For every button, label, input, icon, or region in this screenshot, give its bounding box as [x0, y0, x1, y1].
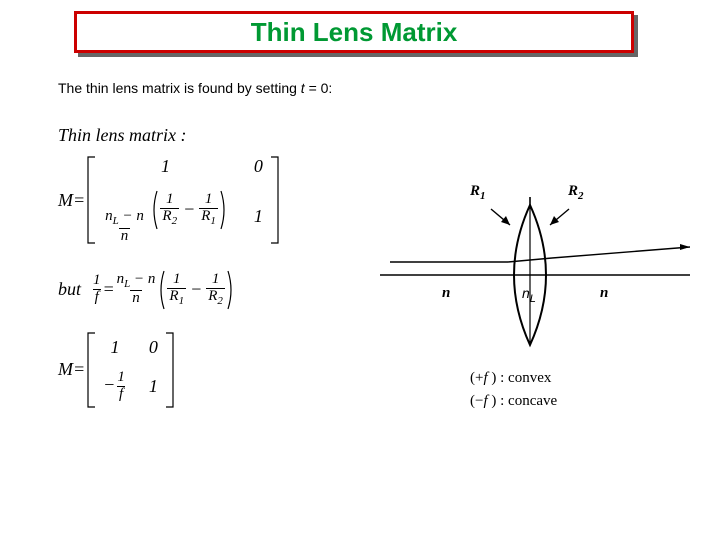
- n-left-label: n: [442, 285, 450, 302]
- eq3-matrix: 1 0 − 1 f 1: [85, 331, 176, 409]
- legend-convex: (+f ) : convex: [470, 370, 557, 387]
- eq1-m21: nL − n n 1 R2 − 1: [103, 189, 228, 245]
- eq1-m22: 1: [254, 206, 263, 227]
- eq3-m21: − 1 f: [103, 370, 127, 403]
- title-box: Thin Lens Matrix: [74, 11, 634, 53]
- eq1-lhs: M: [58, 190, 73, 211]
- eq1-matrix: 1 0 nL − n n 1 R2 −: [85, 152, 281, 249]
- eq3-m22: 1: [149, 376, 158, 397]
- intro-suffix: = 0:: [305, 80, 333, 96]
- page-title: Thin Lens Matrix: [251, 17, 458, 48]
- eq2-equals: =: [103, 279, 115, 300]
- eq1: M = 1 0 nL − n n 1 R: [58, 152, 281, 249]
- intro-prefix: The thin lens matrix is found by setting: [58, 80, 301, 96]
- legend-concave: (−f ) : concave: [470, 393, 557, 410]
- eq3: M = 1 0 − 1 f 1: [58, 331, 281, 409]
- r2-label: R2: [568, 183, 584, 202]
- rparen-icon: [220, 189, 228, 231]
- left-bracket-icon: [85, 331, 97, 409]
- equation-area: Thin lens matrix : M = 1 0 nL − n n: [58, 125, 281, 429]
- lparen-icon: [157, 269, 165, 311]
- eq3-lhs: M: [58, 359, 73, 380]
- right-bracket-icon: [164, 331, 176, 409]
- n-right-label: n: [600, 285, 608, 302]
- sign-legend: (+f ) : convex (−f ) : concave: [470, 370, 557, 416]
- eq1-m12: 0: [254, 156, 263, 177]
- eq1-label: Thin lens matrix :: [58, 125, 281, 146]
- eq2-lhs: but: [58, 279, 81, 300]
- intro-text: The thin lens matrix is found by setting…: [58, 80, 332, 96]
- lens-diagram: R1 R2 n n nL: [380, 165, 690, 360]
- eq3-m12: 0: [149, 337, 158, 358]
- rparen-icon: [227, 269, 235, 311]
- eq3-m11: 1: [103, 337, 127, 358]
- eq1-m11: 1: [103, 156, 228, 177]
- lparen-icon: [150, 189, 158, 231]
- eq3-equals: =: [73, 359, 85, 380]
- nL-label: nL: [522, 285, 536, 305]
- lens-svg: [380, 165, 690, 355]
- right-bracket-icon: [269, 155, 281, 245]
- eq1-equals: =: [73, 190, 85, 211]
- left-bracket-icon: [85, 155, 97, 245]
- eq2: but 1 f = nL − n n 1 R1 − 1 R2: [58, 269, 281, 311]
- r1-label: R1: [470, 183, 486, 202]
